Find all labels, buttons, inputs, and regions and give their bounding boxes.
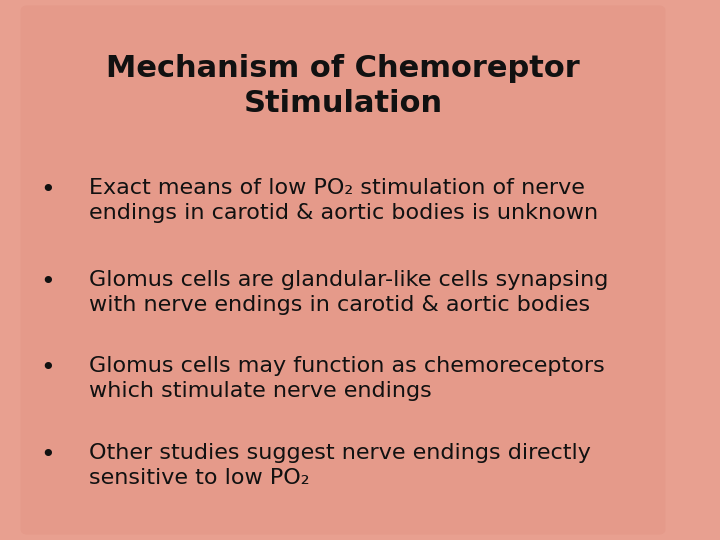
Text: •: • [40,178,55,202]
Text: Glomus cells may function as chemoreceptors
which stimulate nerve endings: Glomus cells may function as chemorecept… [89,356,605,401]
Text: •: • [40,270,55,294]
Text: •: • [40,443,55,467]
Text: Glomus cells are glandular-like cells synapsing
with nerve endings in carotid & : Glomus cells are glandular-like cells sy… [89,270,608,315]
Text: Other studies suggest nerve endings directly
sensitive to low PO₂: Other studies suggest nerve endings dire… [89,443,591,488]
Text: •: • [40,356,55,380]
Text: Exact means of low PO₂ stimulation of nerve
endings in carotid & aortic bodies i: Exact means of low PO₂ stimulation of ne… [89,178,598,223]
Text: Mechanism of Chemoreptor
Stimulation: Mechanism of Chemoreptor Stimulation [106,54,580,118]
FancyBboxPatch shape [21,5,665,535]
